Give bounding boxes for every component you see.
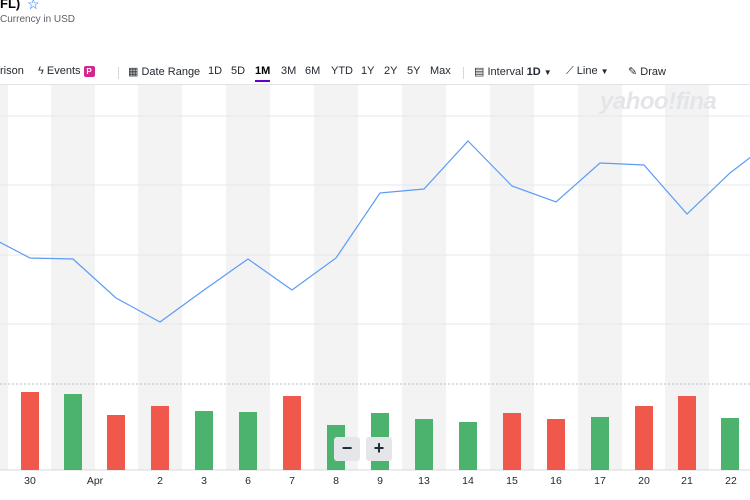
x-tick-label: 9 (377, 475, 383, 487)
x-tick-label: 6 (245, 475, 251, 487)
interval-icon: ▤ (474, 66, 485, 78)
favorite-star-icon[interactable]: ☆ (27, 0, 40, 12)
day-band (490, 85, 534, 470)
zoom-controls: − + (334, 437, 392, 461)
lightning-icon: ϟ (38, 65, 44, 77)
day-band (0, 85, 8, 470)
interval-label: Interval (487, 66, 524, 78)
volume-bar (721, 418, 739, 470)
chart-toolbar: rison ϟ Events P ▦ Date Range 1D 5D 1M 3M… (0, 60, 750, 84)
x-tick-label: 16 (550, 475, 562, 487)
toolbar-divider-line (0, 84, 750, 85)
zoom-out-button[interactable]: − (334, 437, 360, 461)
x-tick-label: 15 (506, 475, 518, 487)
date-range-label: Date Range (141, 66, 201, 78)
interval-button[interactable]: ▤ Interval 1D ▼ (474, 65, 552, 78)
range-ytd[interactable]: YTD (331, 65, 353, 77)
x-tick-label: 7 (289, 475, 295, 487)
range-6m[interactable]: 6M (305, 65, 321, 77)
x-tick-label: 14 (462, 475, 474, 487)
day-band (138, 85, 182, 470)
range-1m[interactable]: 1M (255, 65, 271, 82)
chevron-down-icon: ▼ (543, 68, 552, 77)
x-tick-label: 20 (638, 475, 650, 487)
comparison-button[interactable]: rison (0, 65, 24, 77)
chevron-down-icon: ▼ (600, 67, 609, 76)
x-tick-label: 21 (681, 475, 693, 487)
draw-button[interactable]: ✎ Draw (628, 65, 666, 78)
yahoo-finance-watermark: yahoo!fina (600, 88, 717, 115)
range-1d[interactable]: 1D (208, 65, 223, 77)
pencil-icon: ✎ (628, 66, 638, 78)
volume-bar (591, 417, 609, 470)
toolbar-divider (118, 67, 119, 79)
x-tick-label: 8 (333, 475, 339, 487)
volume-bar (283, 396, 301, 470)
volume-bar (151, 406, 169, 470)
range-3m[interactable]: 3M (281, 65, 297, 77)
volume-bar (415, 419, 433, 470)
x-tick-label: 2 (157, 475, 163, 487)
events-button[interactable]: ϟ Events P (38, 65, 95, 77)
volume-bar (459, 422, 477, 470)
x-tick-label: 22 (725, 475, 737, 487)
x-tick-label: 17 (594, 475, 606, 487)
zoom-in-button[interactable]: + (366, 437, 392, 461)
chart-type-button[interactable]: ⟋ Line ▼ (566, 65, 609, 78)
events-badge: P (83, 66, 95, 77)
symbol-title: FL) (0, 0, 21, 11)
chart-type-label: Line (576, 65, 598, 77)
toolbar-divider (463, 67, 464, 79)
volume-bar (107, 415, 125, 470)
day-band (226, 85, 270, 470)
range-5d[interactable]: 5D (231, 65, 246, 77)
volume-bar (547, 419, 565, 470)
volume-bar (64, 394, 82, 470)
x-tick-label: 30 (24, 475, 36, 487)
currency-label: Currency in USD (0, 14, 76, 25)
events-label: Events (46, 65, 81, 77)
day-band (402, 85, 446, 470)
interval-value: 1D (526, 66, 541, 78)
range-2y[interactable]: 2Y (384, 65, 398, 77)
volume-bar (635, 406, 653, 470)
range-max[interactable]: Max (430, 65, 451, 77)
volume-bar (195, 411, 213, 470)
x-tick-label: 13 (418, 475, 430, 487)
range-5y[interactable]: 5Y (407, 65, 421, 77)
volume-bar (239, 412, 257, 470)
volume-bar (503, 413, 521, 470)
price-line (0, 140, 750, 323)
date-range-button[interactable]: ▦ Date Range (128, 65, 200, 78)
volume-bar (678, 396, 696, 470)
x-tick-label: 3 (201, 475, 207, 487)
range-1y[interactable]: 1Y (361, 65, 375, 77)
calendar-icon: ▦ (128, 66, 139, 78)
day-band (314, 85, 358, 470)
volume-bar (21, 392, 39, 470)
day-band (578, 85, 622, 470)
draw-label: Draw (640, 66, 666, 78)
line-chart-icon: ⟋ (566, 65, 574, 77)
x-tick-label: Apr (87, 475, 104, 487)
